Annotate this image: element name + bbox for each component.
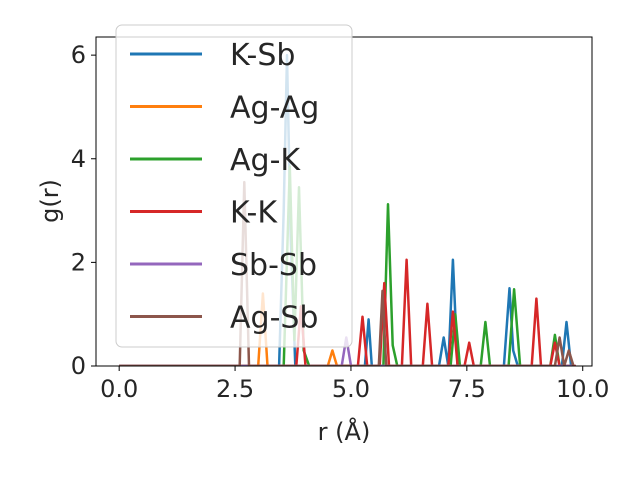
x-tick-label: 7.5 (448, 375, 486, 403)
x-tick-label: 10.0 (556, 375, 609, 403)
y-tick-label: 2 (71, 248, 86, 276)
legend-label-ag-sb: Ag-Sb (230, 301, 318, 336)
legend: K-Sb Ag-Ag Ag-K K-K Sb-Sb Ag-Sb (115, 24, 353, 348)
y-tick-label: 4 (71, 145, 86, 173)
x-tick-label: 0.0 (100, 375, 138, 403)
y-axis-ticks: 0 2 4 6 (71, 41, 96, 380)
x-axis-ticks: 0.0 2.5 5.0 7.5 10.0 (100, 366, 609, 403)
legend-label-sb-sb: Sb-Sb (230, 248, 317, 283)
y-tick-label: 6 (71, 41, 86, 69)
series-line-k-k (119, 258, 576, 366)
series-line-ag-ag (119, 292, 574, 366)
legend-label-ag-k: Ag-K (230, 143, 301, 178)
x-tick-label: 2.5 (216, 375, 254, 403)
legend-label-k-sb: K-Sb (230, 38, 295, 73)
legend-label-k-k: K-K (230, 196, 278, 231)
x-axis-label: r (Å) (318, 417, 371, 446)
x-tick-label: 5.0 (332, 375, 370, 403)
legend-label-ag-ag: Ag-Ag (230, 91, 319, 126)
y-axis-label: g(r) (36, 179, 64, 223)
y-tick-label: 0 (71, 352, 86, 380)
legend-frame (115, 24, 353, 348)
